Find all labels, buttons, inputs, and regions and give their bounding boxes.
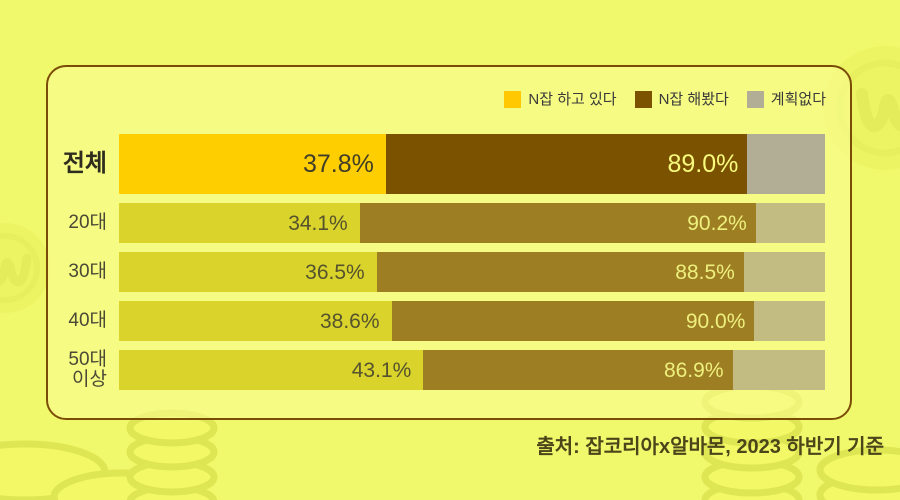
- category-label: 40대: [68, 310, 107, 332]
- legend-label: N잡 해봤다: [658, 90, 729, 108]
- chart-row: 20대 34.1% 90.2%: [48, 203, 825, 243]
- legend-label: N잡 하고 있다: [528, 90, 617, 108]
- value-label: 90.2%: [687, 211, 747, 235]
- chart-row: 50대 이상 43.1% 86.9%: [48, 350, 825, 390]
- bar-segment-no-plan: [743, 252, 825, 292]
- chart-row: 30대 36.5% 88.5%: [48, 252, 825, 292]
- value-label: 86.9%: [663, 358, 724, 382]
- coin-stack-icon: [0, 440, 109, 500]
- bar-segment-doing-njob: 34.1%: [119, 203, 360, 243]
- bar-segment-no-plan: [754, 301, 825, 341]
- legend-item: N잡 해봤다: [634, 90, 729, 108]
- bar-segment-tried-njob: 90.2%: [359, 203, 756, 243]
- chart-row: 40대 38.6% 90.0%: [48, 301, 825, 341]
- stacked-bar-chart: 전체 37.8% 89.0% 20대 34.1% 90.2% 30대 36.5% 88.5% 40…: [48, 134, 850, 390]
- category-label: 20대: [68, 212, 107, 234]
- bar-segment-tried-njob: 86.9%: [423, 350, 733, 390]
- stacked-bar: 43.1% 86.9%: [119, 350, 825, 390]
- value-label: 88.5%: [675, 260, 735, 284]
- bar-segment-tried-njob: 89.0%: [385, 134, 748, 194]
- legend-label: 계획없다: [770, 90, 826, 108]
- category-label: 전체: [62, 150, 107, 178]
- stacked-bar: 38.6% 90.0%: [119, 301, 825, 341]
- bar-segment-doing-njob: 37.8%: [119, 134, 386, 194]
- legend-item: N잡 하고 있다: [504, 90, 617, 108]
- bar-segment-no-plan: [747, 134, 825, 194]
- legend-swatch-icon: [634, 90, 652, 108]
- coin-stack-icon: [50, 469, 194, 500]
- legend-swatch-icon: [504, 90, 522, 108]
- bar-segment-tried-njob: 88.5%: [376, 252, 744, 292]
- chart-card: N잡 하고 있다 N잡 해봤다 계획없다 전체 37.8% 89.0% 20대 34.1% 9…: [46, 65, 852, 420]
- bar-segment-tried-njob: 90.0%: [391, 301, 755, 341]
- legend: N잡 하고 있다 N잡 해봤다 계획없다: [48, 89, 826, 109]
- coin-stack-icon: [126, 409, 218, 500]
- value-label: 89.0%: [667, 149, 739, 178]
- bar-segment-no-plan: [755, 203, 825, 243]
- category-label: 30대: [68, 261, 107, 283]
- value-label: 38.6%: [319, 309, 380, 333]
- bar-segment-doing-njob: 43.1%: [119, 350, 424, 390]
- legend-swatch-icon: [746, 90, 764, 108]
- value-label: 90.0%: [685, 309, 746, 333]
- chart-row: 전체 37.8% 89.0%: [48, 134, 825, 194]
- value-label: 37.8%: [302, 149, 374, 178]
- source-note: 출처: 잡코리아x알바몬, 2023 하반기 기준: [536, 436, 884, 458]
- stacked-bar: 36.5% 88.5%: [119, 252, 825, 292]
- stacked-bar: 34.1% 90.2%: [119, 203, 825, 243]
- bar-segment-doing-njob: 36.5%: [119, 252, 377, 292]
- stacked-bar: 37.8% 89.0%: [119, 134, 825, 194]
- category-label: 50대 이상: [68, 349, 107, 390]
- bar-segment-no-plan: [732, 350, 825, 390]
- value-label: 34.1%: [288, 211, 348, 235]
- value-label: 36.5%: [305, 260, 365, 284]
- legend-item: 계획없다: [746, 90, 826, 108]
- won-coin-icon: [0, 223, 50, 313]
- value-label: 43.1%: [351, 358, 412, 382]
- bar-segment-doing-njob: 38.6%: [119, 301, 392, 341]
